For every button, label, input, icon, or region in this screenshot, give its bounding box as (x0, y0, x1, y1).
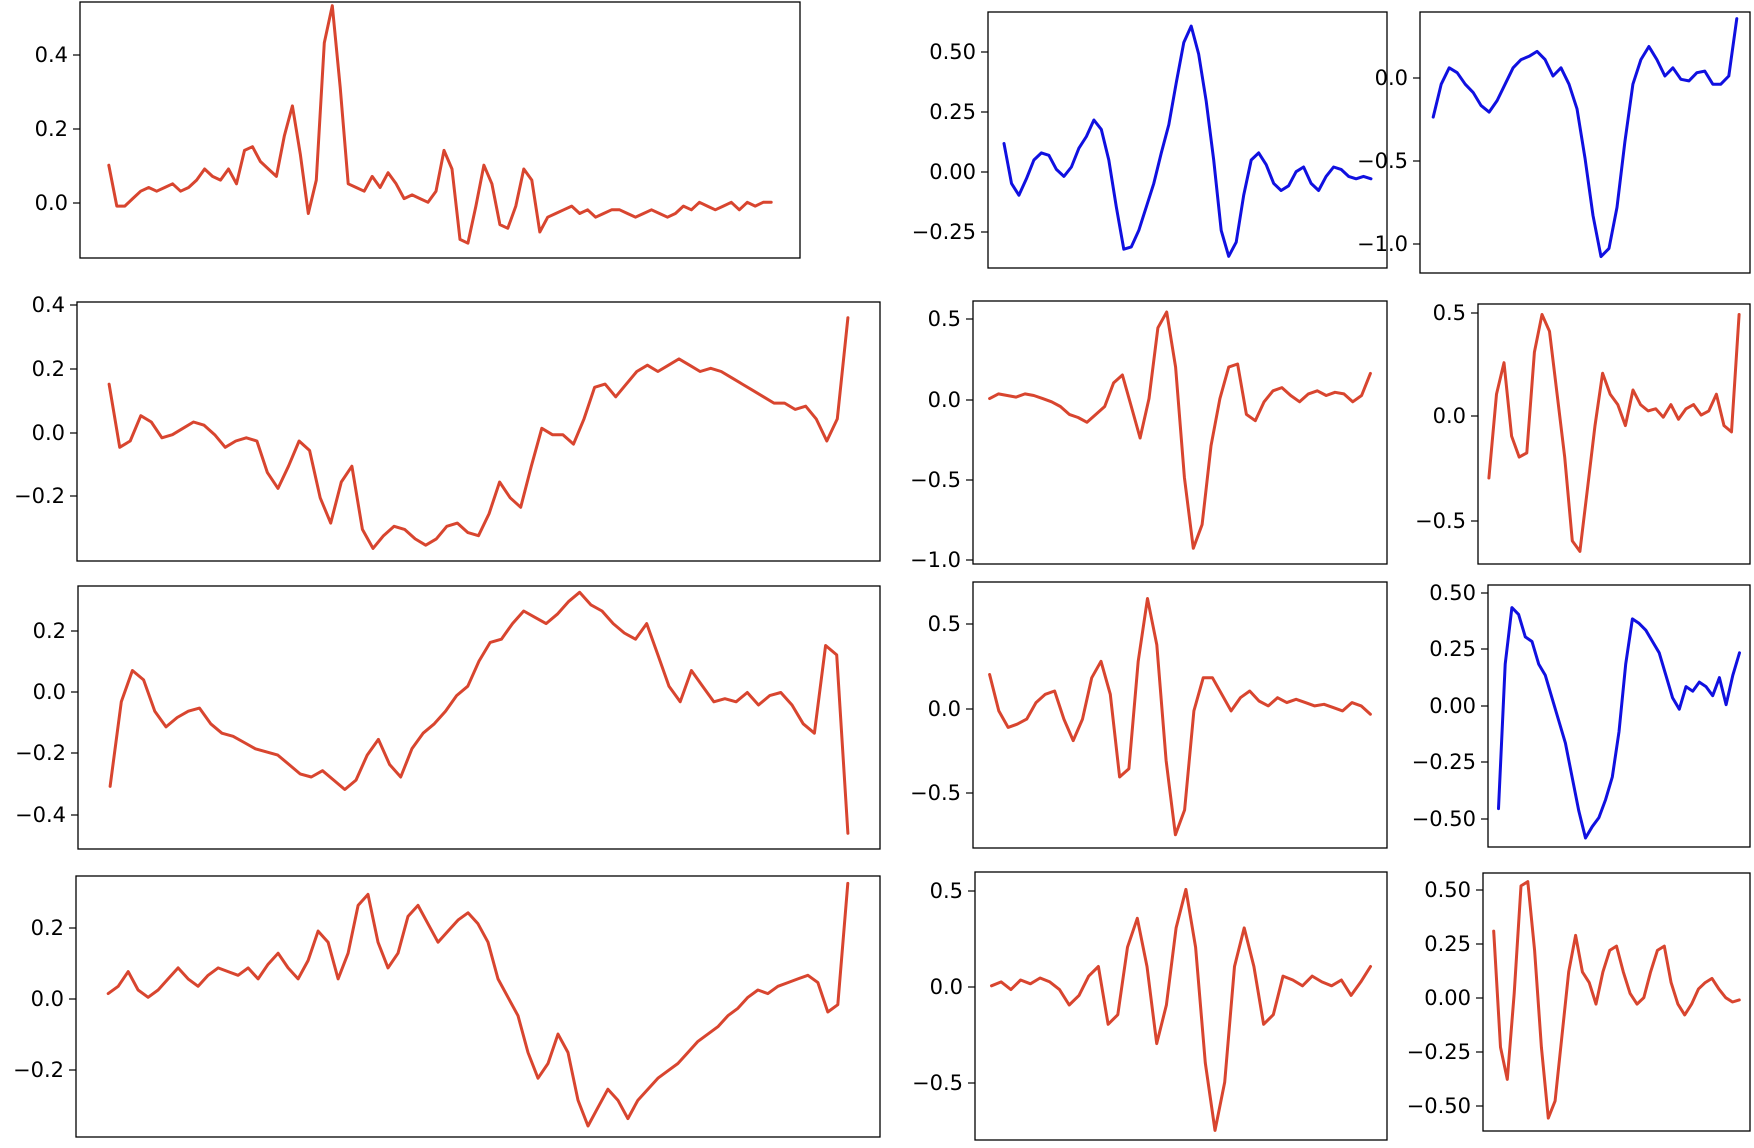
y-tick-label: 0.4 (32, 293, 65, 317)
y-tick-label: 0.2 (31, 916, 64, 940)
subplot: 0.5 0.0 −0.5 −1.0 (910, 300, 1388, 572)
axes-frame (1487, 584, 1751, 848)
axes-frame (76, 301, 881, 562)
y-tick-label: −0.5 (1357, 149, 1408, 173)
axes-frame (1419, 11, 1751, 274)
subplot: 0.2 0.0 −0.2 −0.4 (15, 585, 881, 850)
subplot: 0.50 0.25 0.00 −0.25 −0.50 (1407, 872, 1751, 1132)
y-tick-label: 0.00 (1424, 986, 1471, 1010)
y-tick-label: 0.0 (32, 421, 65, 445)
axes-frame (1477, 303, 1751, 565)
series-line (990, 887, 1372, 1132)
y-tick-label: 0.2 (32, 357, 65, 381)
y-tick-label: −0.4 (15, 803, 66, 827)
series-line (988, 597, 1372, 837)
y-tick-label: 0.25 (1429, 637, 1476, 661)
subplot: 0.5 0.0 −0.5 (910, 581, 1388, 849)
series-line (988, 310, 1372, 550)
y-tick-label: 0.2 (35, 117, 68, 141)
y-tick-label: −0.2 (13, 1058, 64, 1082)
series-line (1492, 880, 1741, 1120)
y-tick-label: 0.5 (930, 879, 963, 903)
y-tick-label: −1.0 (910, 548, 961, 572)
y-tick-label: 0.50 (929, 40, 976, 64)
axes-frame (1482, 872, 1751, 1132)
y-tick-label: 0.0 (1433, 404, 1466, 428)
y-tick-label: 0.50 (1429, 581, 1476, 605)
subplot: 0.4 0.2 0.0 (35, 1, 801, 259)
subplot: 0.50 0.25 0.00 −0.25 −0.50 (1412, 581, 1751, 848)
y-tick-label: 0.2 (33, 619, 66, 643)
axes-frame (77, 585, 881, 850)
y-tick-label: 0.0 (930, 975, 963, 999)
y-tick-label: 0.25 (1424, 932, 1471, 956)
subplot: 0.4 0.2 0.0 −0.2 (14, 293, 881, 562)
y-tick-label: −0.25 (1407, 1040, 1471, 1064)
axes-frame (972, 300, 1388, 565)
y-tick-label: 0.25 (929, 100, 976, 124)
y-tick-label: 0.50 (1424, 878, 1471, 902)
y-tick-label: 0.5 (1433, 301, 1466, 325)
y-tick-label: −1.0 (1357, 232, 1408, 256)
y-tick-label: −0.50 (1407, 1094, 1471, 1118)
y-tick-label: −0.25 (1412, 750, 1476, 774)
y-tick-label: −0.2 (15, 741, 66, 765)
subplot: 0.50 0.25 0.00 −0.25 (912, 11, 1388, 269)
series-line (1002, 24, 1373, 258)
axes-frame (987, 11, 1388, 269)
axes-frame (974, 871, 1388, 1141)
y-tick-label: −0.25 (912, 220, 976, 244)
series-line (107, 4, 773, 245)
y-tick-label: 0.0 (1375, 66, 1408, 90)
series-line (1487, 313, 1741, 553)
axes-frame (75, 875, 881, 1138)
subplot: 0.0 −0.5 −1.0 (1357, 11, 1751, 274)
y-tick-label: 0.5 (928, 307, 961, 331)
subplot: 0.2 0.0 −0.2 (13, 875, 881, 1138)
y-tick-label: −0.2 (14, 484, 65, 508)
y-tick-label: 0.4 (35, 43, 68, 67)
series-line (106, 881, 850, 1128)
series-line (108, 590, 850, 835)
series-line (1431, 17, 1739, 259)
y-tick-label: −0.5 (1415, 509, 1466, 533)
y-tick-label: 0.0 (35, 191, 68, 215)
y-tick-label: 0.0 (928, 388, 961, 412)
y-tick-label: 0.00 (929, 160, 976, 184)
y-tick-label: 0.0 (33, 680, 66, 704)
subplot: 0.5 0.0 −0.5 (912, 871, 1388, 1141)
subplot: 0.5 0.0 −0.5 (1415, 301, 1751, 565)
y-tick-label: −0.5 (910, 781, 961, 805)
series-line (107, 316, 850, 550)
y-tick-label: 0.0 (928, 697, 961, 721)
y-tick-label: −0.5 (910, 468, 961, 492)
series-line (1497, 606, 1741, 840)
axes-frame (972, 581, 1388, 849)
y-tick-label: 0.0 (31, 987, 64, 1011)
axes-frame (79, 1, 801, 259)
y-tick-label: −0.50 (1412, 807, 1476, 831)
y-tick-label: 0.5 (928, 612, 961, 636)
y-tick-label: 0.00 (1429, 694, 1476, 718)
y-tick-label: −0.5 (912, 1071, 963, 1095)
